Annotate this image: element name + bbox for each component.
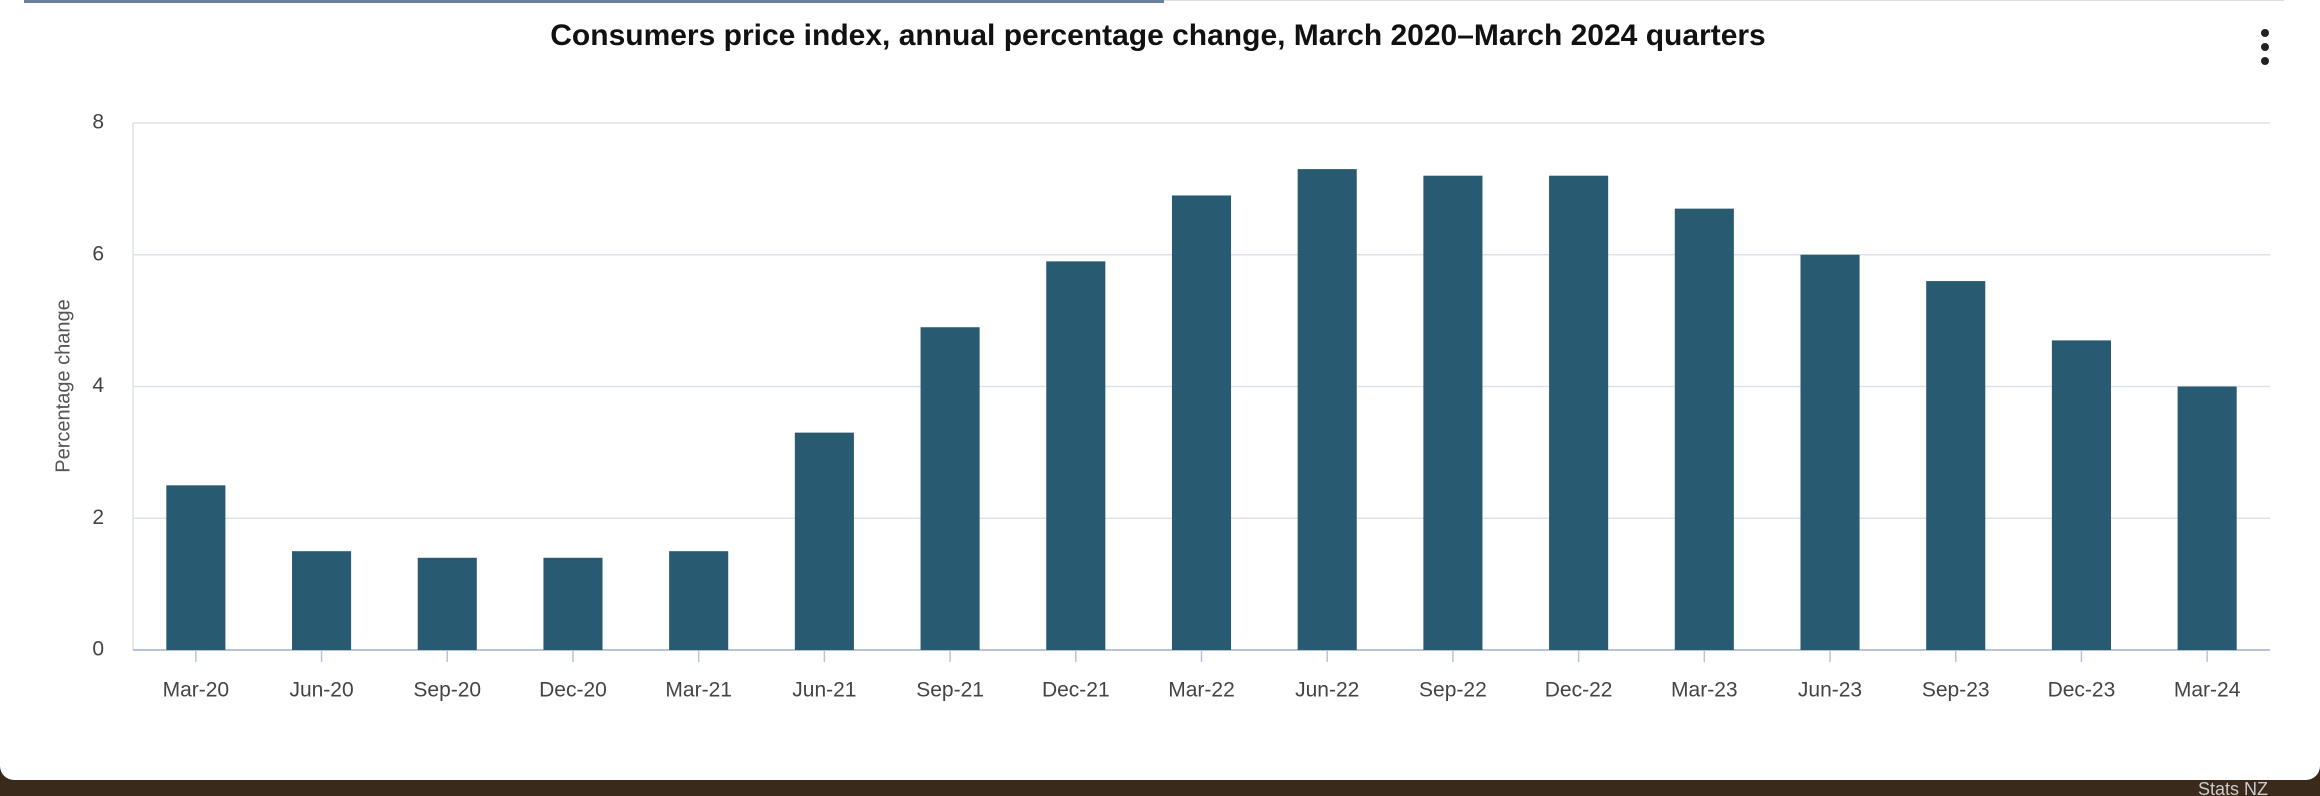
bar [543, 557, 603, 650]
bar [1423, 175, 1483, 650]
menu-button[interactable] [2261, 29, 2269, 65]
bar [1800, 254, 1860, 650]
x-tick-label: Jun-21 [792, 679, 856, 702]
bar [292, 551, 352, 650]
bar [2177, 386, 2237, 650]
y-tick-label: 6 [92, 242, 104, 265]
y-axis-label: Percentage change [52, 299, 74, 472]
bar [1046, 261, 1106, 650]
y-tick-label: 0 [92, 638, 104, 661]
menu-dot [2261, 29, 2269, 37]
bar [669, 551, 729, 650]
y-tick-label: 8 [92, 111, 104, 134]
bar [2051, 340, 2111, 650]
bar [1297, 169, 1357, 651]
menu-dot [2261, 57, 2269, 65]
x-tick-label: Dec-21 [1042, 679, 1110, 702]
chart-title: Consumers price index, annual percentage… [550, 19, 1765, 52]
x-tick-label: Mar-22 [1168, 679, 1235, 702]
bar [417, 557, 477, 650]
bar [1926, 281, 1986, 650]
menu-dot [2261, 43, 2269, 51]
x-tick-label: Jun-20 [289, 679, 353, 702]
y-tick-label: 4 [92, 374, 104, 397]
x-tick-label: Jun-22 [1295, 679, 1359, 702]
progress-track [1164, 0, 2284, 1]
x-tick-label: Mar-20 [163, 679, 230, 702]
x-tick-label: Sep-21 [916, 679, 984, 702]
x-tick-label: Mar-23 [1671, 679, 1738, 702]
x-tick-label: Mar-24 [2174, 679, 2241, 702]
x-tick-label: Mar-21 [665, 679, 732, 702]
x-tick-label: Dec-23 [2048, 679, 2116, 702]
x-tick-label: Jun-23 [1798, 679, 1862, 702]
bar [1674, 208, 1734, 650]
x-tick-label: Sep-22 [1419, 679, 1487, 702]
x-tick-label: Dec-22 [1545, 679, 1613, 702]
x-tick-label: Sep-20 [413, 679, 481, 702]
bar [920, 327, 980, 650]
source-label: Stats NZ [2198, 779, 2268, 796]
x-tick-label: Sep-23 [1922, 679, 1990, 702]
bar [1171, 195, 1232, 650]
bar [166, 485, 226, 650]
x-tick-label: Dec-20 [539, 679, 607, 702]
progress-bar [24, 0, 1164, 3]
y-tick-label: 2 [92, 506, 104, 529]
bar [794, 432, 854, 650]
bar [1549, 175, 1609, 650]
